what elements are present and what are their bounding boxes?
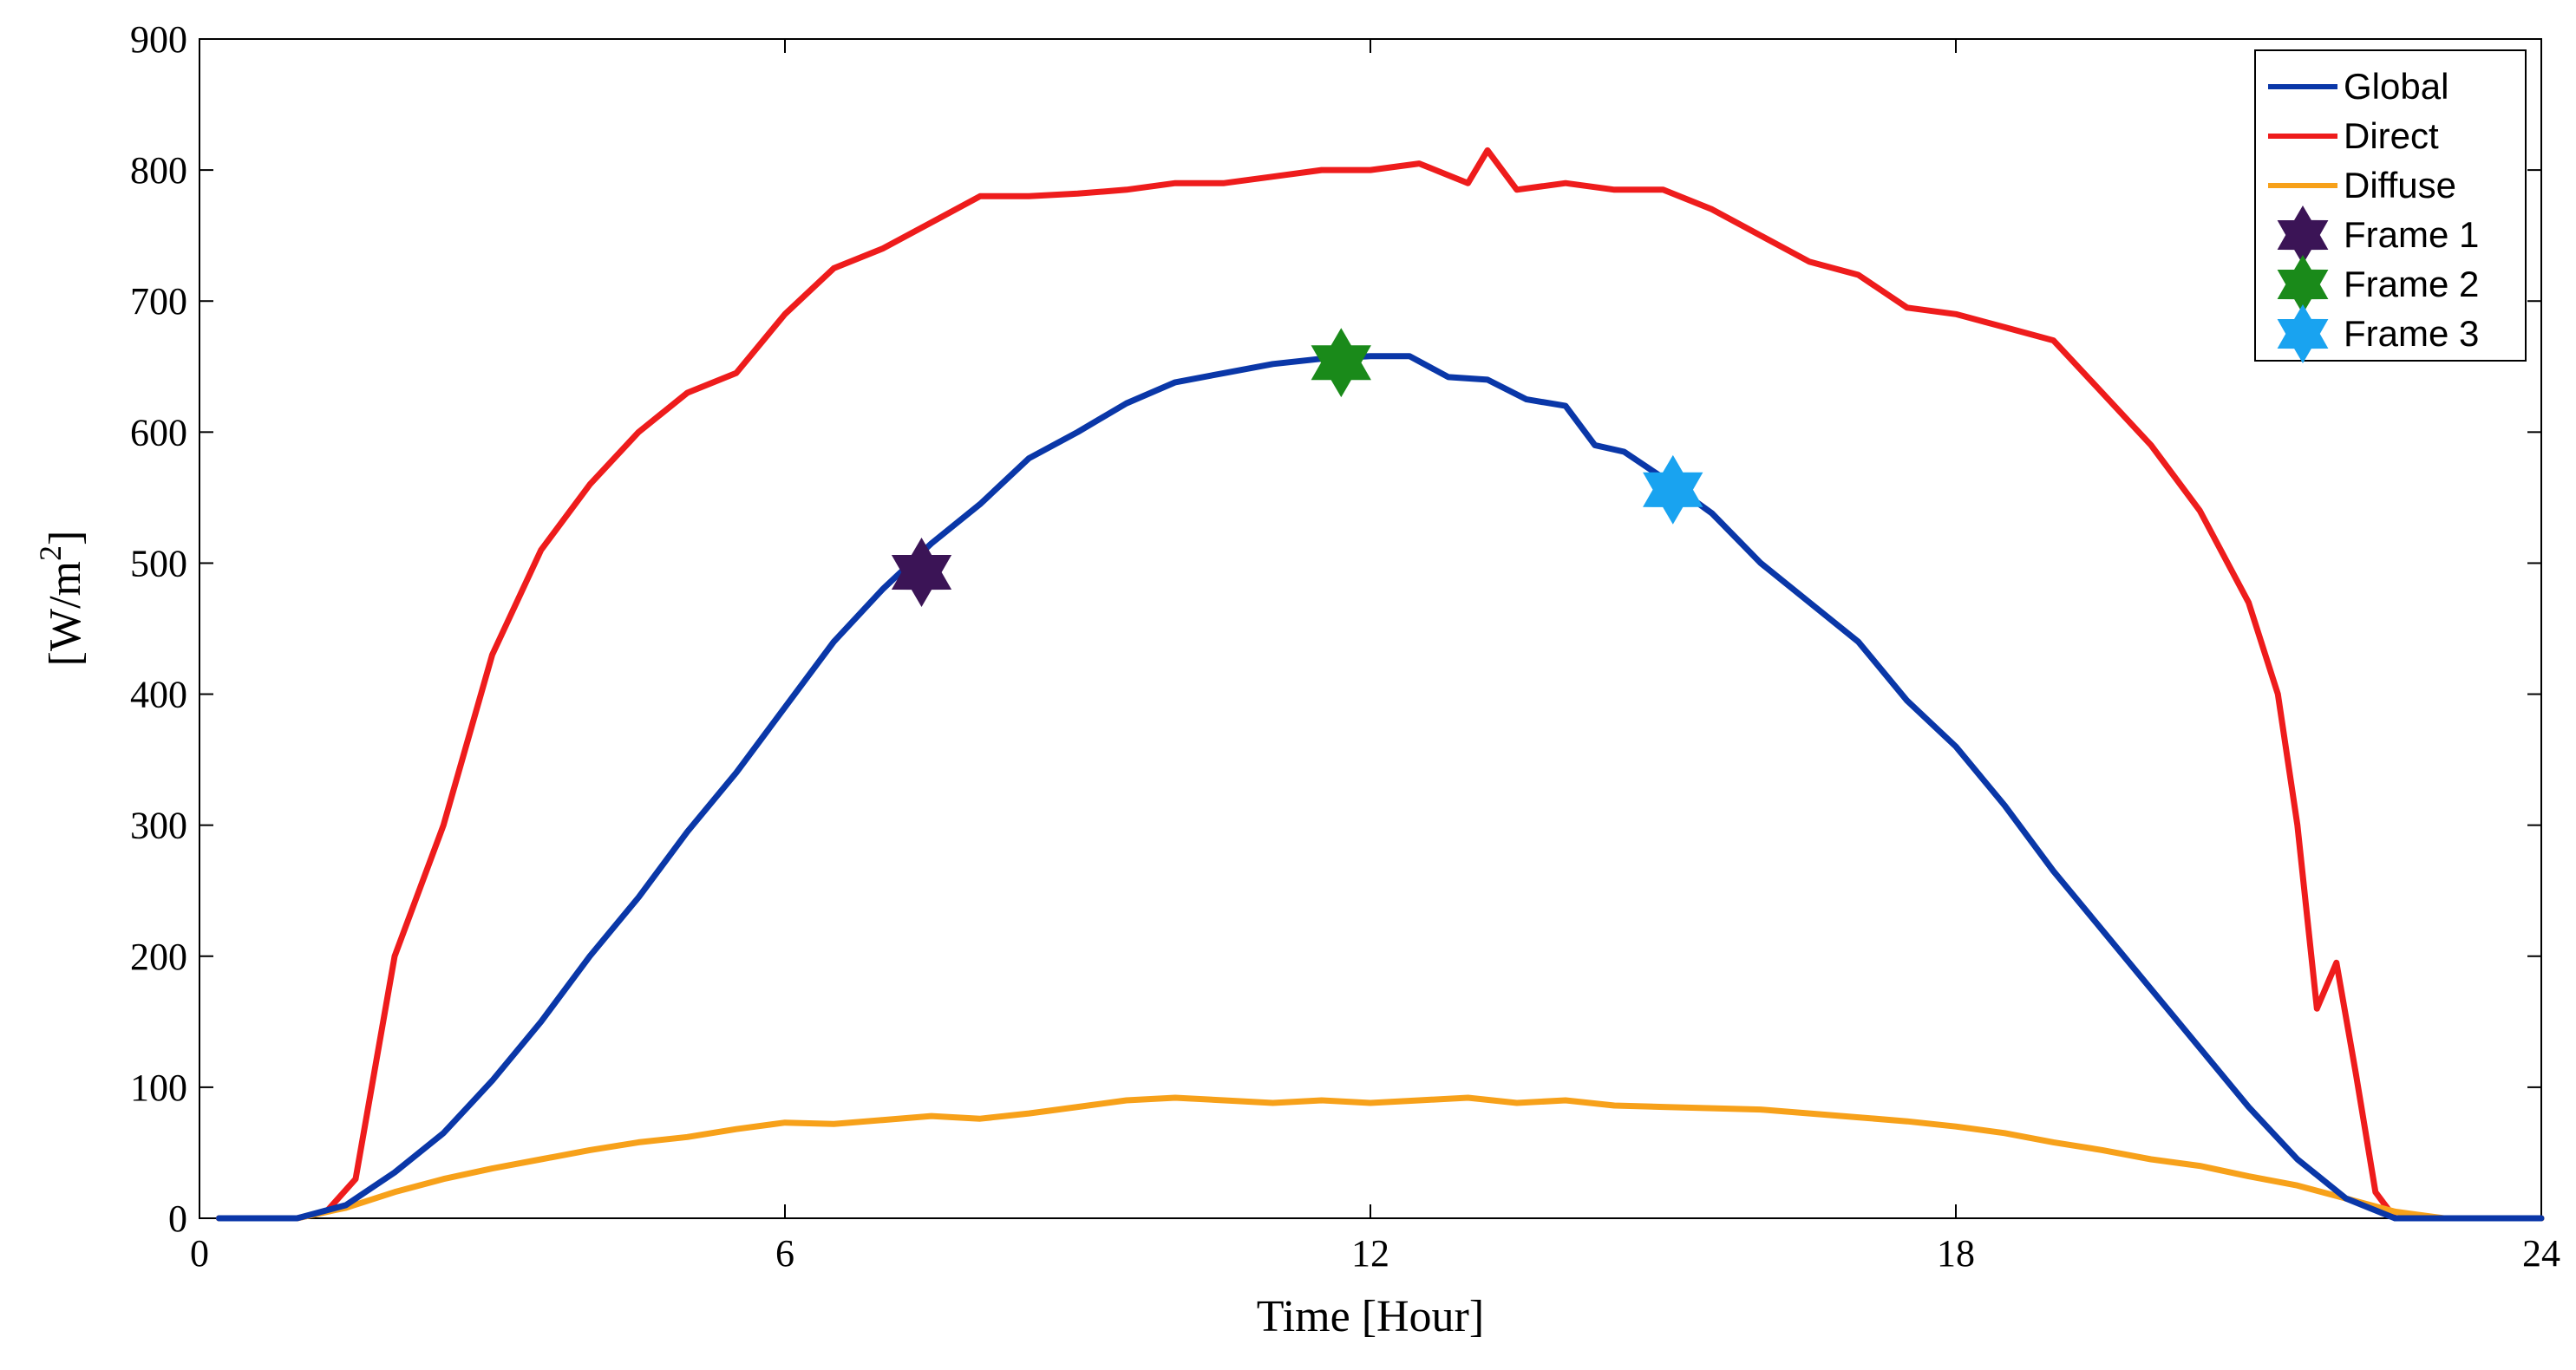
legend-frame3-marker bbox=[2277, 304, 2329, 363]
x-tick-label: 0 bbox=[190, 1232, 209, 1275]
marker-layer bbox=[891, 328, 1703, 607]
y-tick-label: 0 bbox=[168, 1197, 187, 1240]
frame-marker-2 bbox=[1311, 328, 1371, 398]
legend-frame2-label: Frame 2 bbox=[2344, 264, 2479, 304]
y-tick-label: 600 bbox=[130, 411, 187, 453]
legend-direct-label: Direct bbox=[2344, 115, 2439, 156]
y-tick-label: 700 bbox=[130, 280, 187, 323]
legend-frame3-label: Frame 3 bbox=[2344, 313, 2479, 354]
legend-frame1-label: Frame 1 bbox=[2344, 214, 2479, 255]
series-layer bbox=[216, 147, 2545, 1222]
x-tick-label: 24 bbox=[2522, 1232, 2560, 1275]
legend-global-label: Global bbox=[2344, 66, 2449, 107]
frame-marker-3 bbox=[1643, 454, 1703, 525]
x-tick-label: 6 bbox=[775, 1232, 794, 1275]
series-line-global bbox=[216, 353, 2545, 1222]
frame-marker-1 bbox=[891, 538, 952, 607]
y-axis-label: [W/m2] bbox=[33, 531, 90, 667]
series-line-diffuse bbox=[216, 1094, 2545, 1222]
plot-area bbox=[199, 38, 2542, 1219]
x-axis: 0 6 12 18 24 bbox=[190, 39, 2560, 1275]
x-tick-label: 18 bbox=[1937, 1232, 1975, 1275]
y-tick-label: 500 bbox=[130, 542, 187, 584]
y-tick-label: 400 bbox=[130, 674, 187, 716]
y-tick-label: 100 bbox=[130, 1067, 187, 1109]
x-tick-label: 12 bbox=[1351, 1232, 1389, 1275]
x-axis-label: Time [Hour] bbox=[1257, 1292, 1484, 1341]
series-line-direct bbox=[216, 147, 2545, 1222]
y-tick-label: 900 bbox=[130, 18, 187, 61]
y-tick-label: 200 bbox=[130, 936, 187, 978]
legend: Global Direct Diffuse Frame 1 Frame 2 Fr… bbox=[2254, 49, 2527, 363]
y-tick-label: 800 bbox=[130, 149, 187, 192]
y-axis: 0 100 200 300 400 500 600 700 800 900 bbox=[130, 18, 2541, 1240]
y-tick-label: 300 bbox=[130, 805, 187, 847]
legend-diffuse-label: Diffuse bbox=[2344, 165, 2456, 206]
